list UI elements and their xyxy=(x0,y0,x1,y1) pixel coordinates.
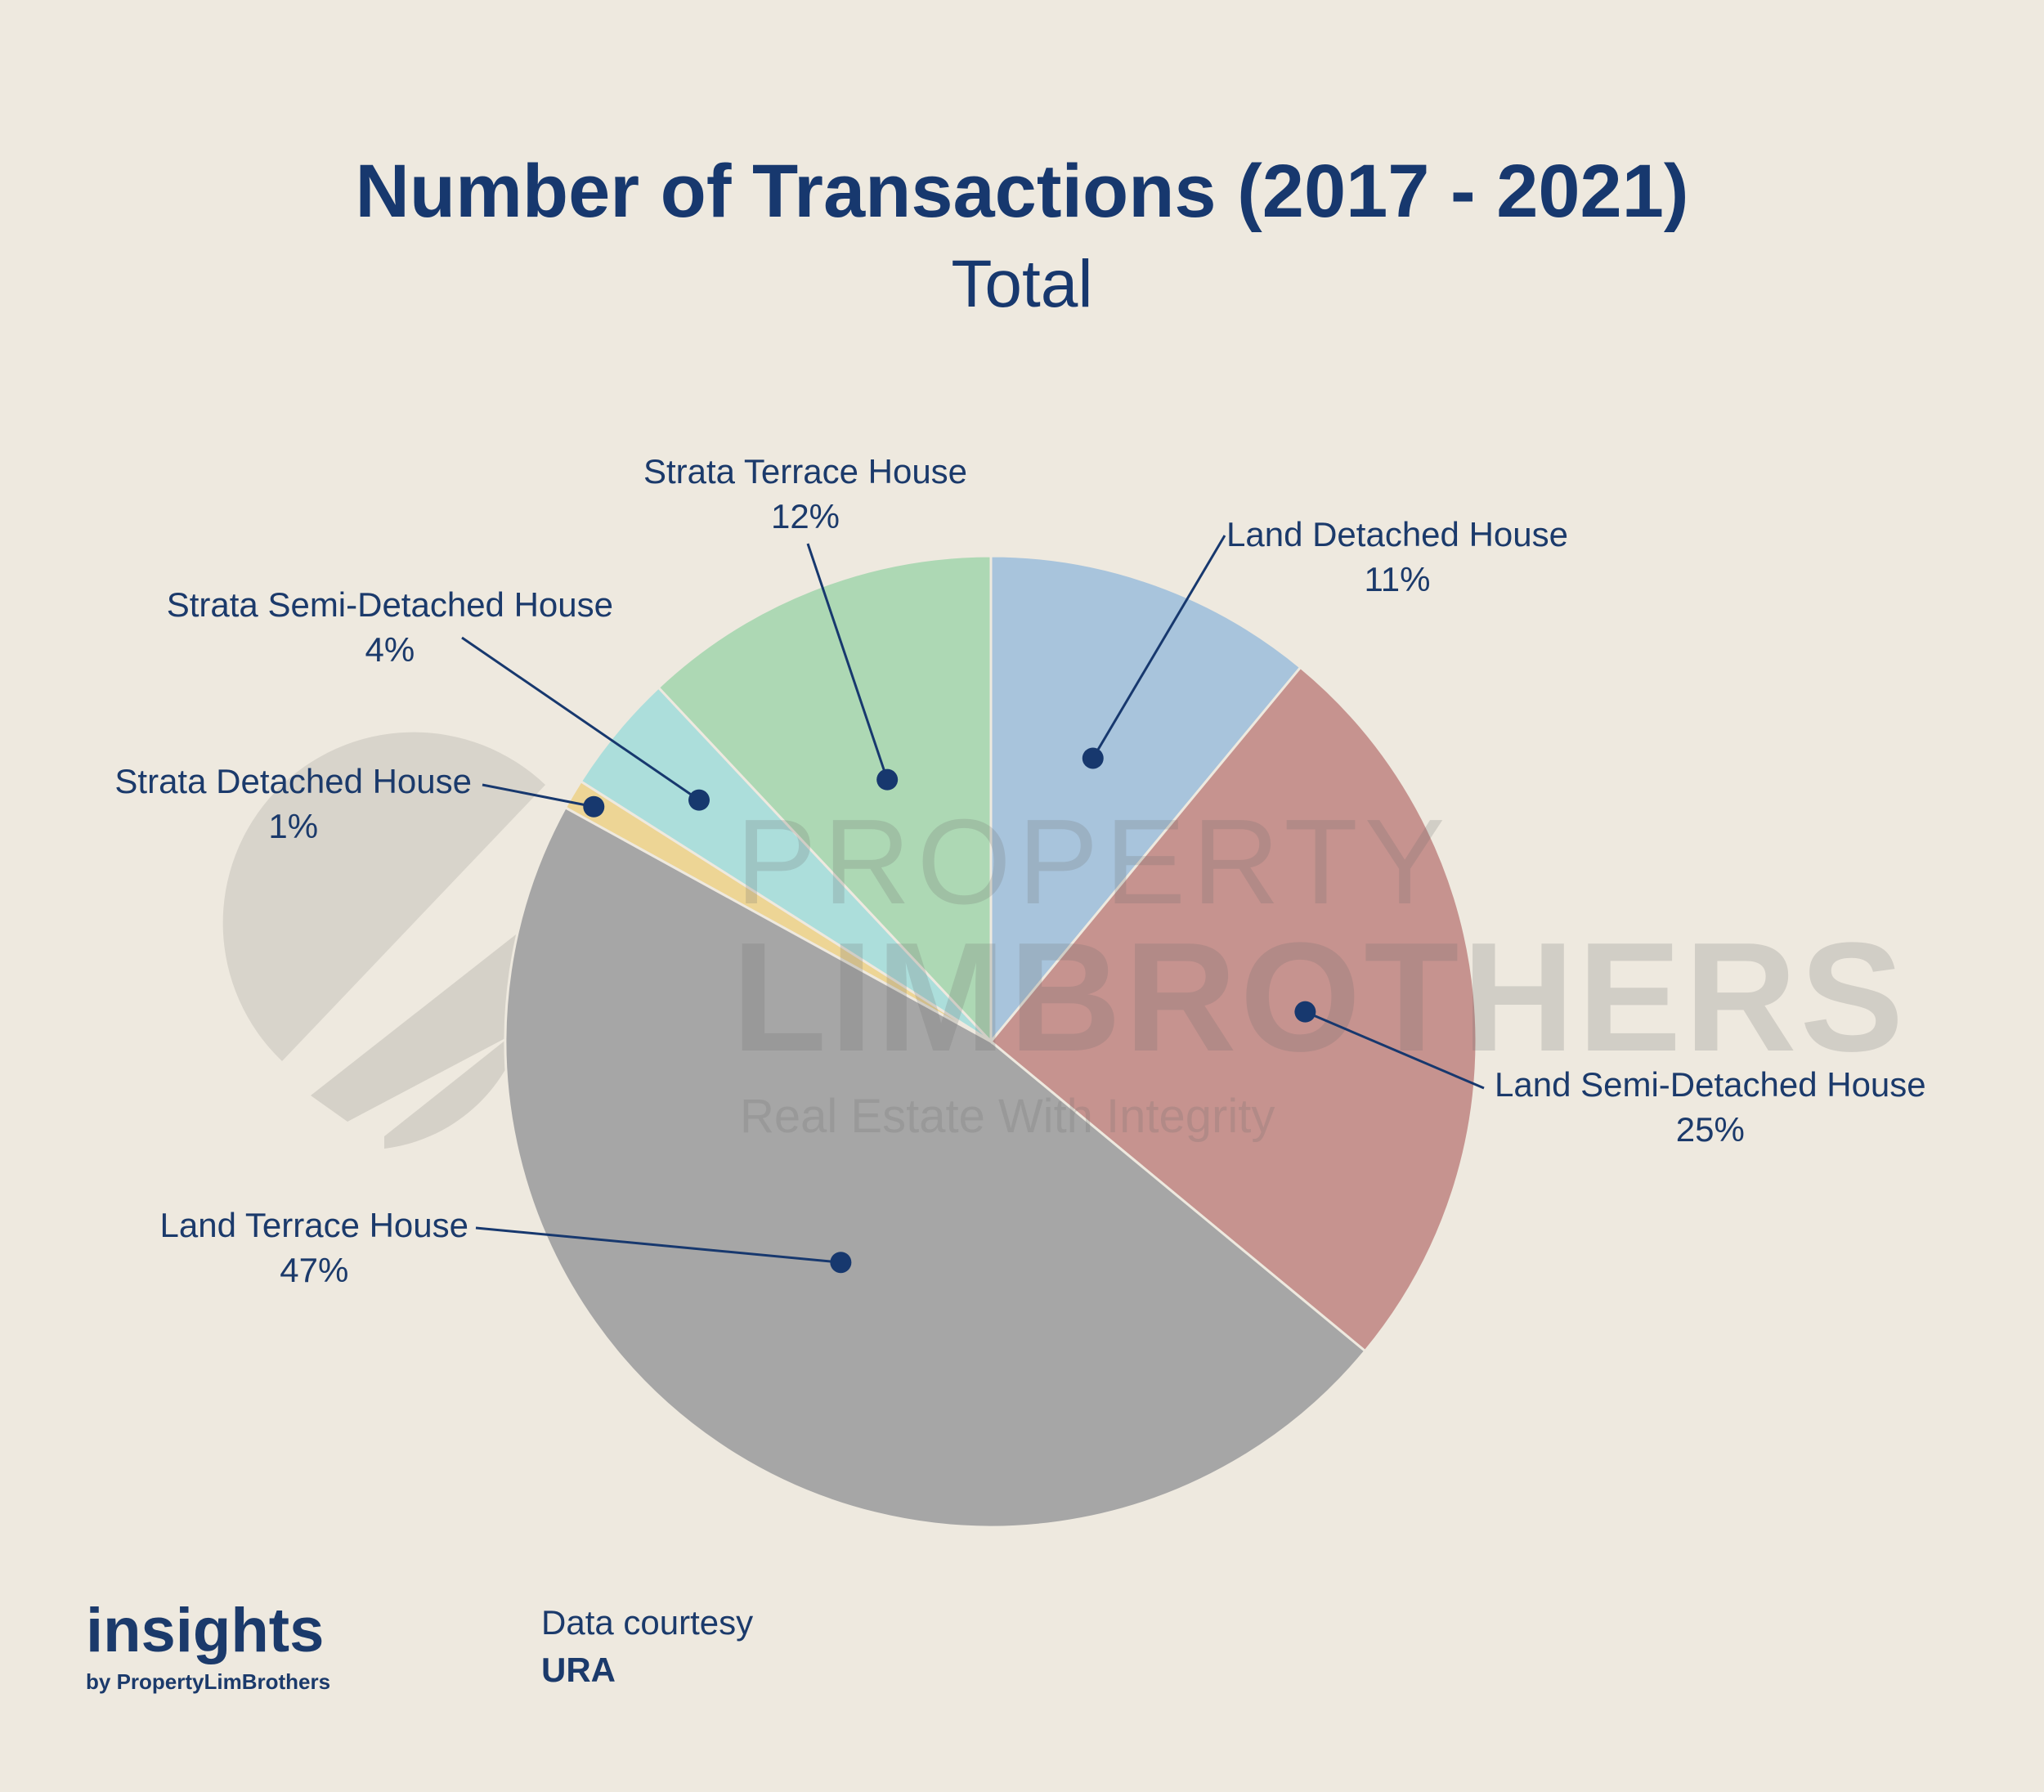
slice-percent-land-terrace-house: 47% xyxy=(280,1251,348,1289)
leader-line-land-terrace-house xyxy=(475,1226,841,1264)
watermark-tagline: Real Estate With Integrity xyxy=(740,1090,1275,1143)
chart-title: Number of Transactions (2017 - 2021) xyxy=(355,150,1688,233)
leader-dot-land-detached-house xyxy=(1082,747,1104,769)
source-value: URA xyxy=(541,1651,616,1689)
leader-dot-land-semi-detached-house xyxy=(1294,1001,1316,1023)
slice-label-strata-terrace-house: Strata Terrace House xyxy=(643,452,967,491)
slice-label-land-terrace-house: Land Terrace House xyxy=(160,1206,468,1244)
leader-dot-strata-terrace-house xyxy=(876,768,899,791)
leader-dot-strata-semi-detached-house xyxy=(688,789,710,811)
slice-percent-land-detached-house: 11% xyxy=(1365,560,1431,598)
watermark-line2: LIMBROTHERS xyxy=(732,911,1907,1084)
slice-percent-land-semi-detached-house: 25% xyxy=(1676,1110,1745,1149)
slice-label-strata-detached-house: Strata Detached House xyxy=(114,762,472,800)
leader-dot-strata-detached-house xyxy=(583,795,605,818)
slice-label-strata-semi-detached-house: Strata Semi-Detached House xyxy=(167,585,613,624)
pie-slice-land-terrace-house xyxy=(504,805,1367,1529)
brand-byline: by PropertyLimBrothers xyxy=(86,1669,330,1694)
pie-slice-land-semi-detached-house xyxy=(988,665,1478,1353)
slice-label-land-semi-detached-house: Land Semi-Detached House xyxy=(1495,1065,1926,1104)
brand-insights: insights xyxy=(86,1596,324,1665)
pie-slices xyxy=(504,554,1478,1529)
source-label: Data courtesy xyxy=(541,1603,753,1642)
chart-subtitle: Total xyxy=(951,247,1092,321)
slice-percent-strata-detached-house: 1% xyxy=(268,807,318,845)
watermark: PROPERTY LIMBROTHERS Real Estate With In… xyxy=(732,795,1907,1143)
leader-line-strata-terrace-house xyxy=(806,543,889,781)
leader-line-land-detached-house xyxy=(1091,535,1226,759)
slice-percent-strata-semi-detached-house: 4% xyxy=(365,630,415,669)
slice-percent-strata-terrace-house: 12% xyxy=(771,497,840,535)
watermark-line1: PROPERTY xyxy=(736,795,1451,930)
pie-slice-strata-terrace-house xyxy=(657,554,993,1045)
pie-callouts: Land Detached House 11% Land Semi-Detached… xyxy=(114,452,1925,1289)
leader-line-strata-semi-detached-house xyxy=(461,636,700,801)
leader-dot-land-terrace-house xyxy=(830,1252,852,1274)
leader-line-strata-detached-house xyxy=(482,783,594,809)
slice-label-land-detached-house: Land Detached House xyxy=(1226,515,1568,553)
pie-slice-land-detached-house xyxy=(989,554,1302,1046)
leader-line-land-semi-detached-house xyxy=(1304,1010,1485,1090)
